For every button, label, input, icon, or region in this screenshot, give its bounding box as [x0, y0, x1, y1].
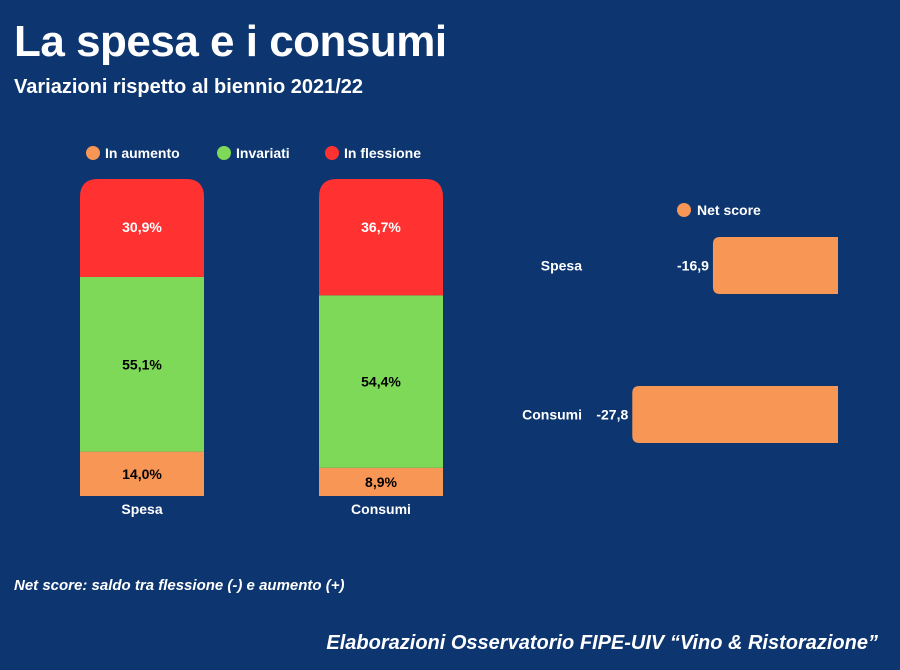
legend-label-net-score: Net score — [697, 202, 761, 218]
legend-marker-in-aumento — [86, 146, 100, 160]
legend-marker-net-score — [677, 203, 691, 217]
category-label-spesa: Spesa — [121, 501, 162, 517]
net-score-category-consumi: Consumi — [522, 407, 582, 423]
stacked-bar-consumi — [319, 179, 443, 496]
page-subtitle: Variazioni rispetto al biennio 2021/22 — [14, 76, 364, 98]
legend-marker-invariati — [217, 146, 231, 160]
stacked-bar-spesa — [80, 179, 204, 496]
data-label-spesa-invariati: 55,1% — [122, 356, 162, 372]
segment-spesa-invariati — [80, 276, 204, 452]
legend-marker-in-flessione — [325, 146, 339, 160]
net-score-bar-consumi — [632, 386, 838, 443]
segment-spesa-in-aumento — [80, 451, 204, 496]
data-label-spesa-in-aumento: 14,0% — [122, 466, 162, 482]
data-label-spesa-in-flessione: 30,9% — [122, 219, 162, 235]
source-credit: Elaborazioni Osservatorio FIPE-UIV “Vino… — [326, 632, 878, 654]
net-score-value-consumi: -27,8 — [596, 407, 628, 423]
legend-label-in-flessione: In flessione — [344, 145, 421, 161]
segment-consumi-in-flessione — [319, 179, 443, 296]
legend-label-in-aumento: In aumento — [105, 145, 180, 161]
data-label-consumi-in-flessione: 36,7% — [361, 219, 401, 235]
segment-consumi-invariati — [319, 295, 443, 468]
segment-consumi-in-aumento — [319, 467, 443, 496]
data-label-consumi-invariati: 54,4% — [361, 374, 401, 390]
segment-spesa-in-flessione — [80, 179, 204, 277]
data-label-consumi-in-aumento: 8,9% — [365, 474, 397, 490]
page-title: La spesa e i consumi — [14, 17, 447, 66]
legend-label-invariati: Invariati — [236, 145, 290, 161]
category-label-consumi: Consumi — [351, 501, 411, 517]
net-score-note: Net score: saldo tra flessione (-) e aum… — [14, 577, 345, 594]
net-score-bar-spesa — [712, 237, 838, 294]
net-score-category-spesa: Spesa — [541, 258, 582, 274]
net-score-value-spesa: -16,9 — [677, 258, 709, 274]
